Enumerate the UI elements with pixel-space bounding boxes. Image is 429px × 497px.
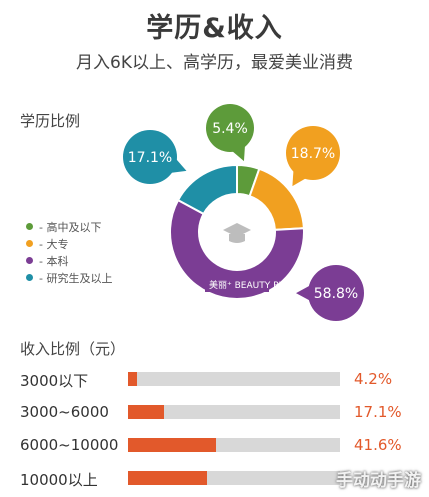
- slice-value-label: 18.7%: [291, 146, 335, 162]
- legend-label: - 本科: [39, 254, 69, 268]
- bar-track: [128, 372, 340, 386]
- income-bar-row: 10000以上: [0, 463, 429, 495]
- pie-slice: [176, 163, 238, 216]
- education-section-label: 学历比例: [20, 112, 81, 130]
- bar-category-label: 3000~6000: [20, 403, 109, 421]
- income-section-label: 收入比例（元）: [20, 340, 126, 358]
- education-donut-chart: 美丽⁺ BEAUTY PLUS 5.4% 18.7% 58.8% 17.1%: [123, 104, 364, 321]
- legend-item: - 大专: [26, 235, 112, 252]
- legend-marker: [26, 274, 33, 281]
- income-bar-row: 3000以下 4.2%: [0, 364, 429, 396]
- bar-value-label: 4.2%: [354, 370, 393, 388]
- bar-category-label: 6000~10000: [20, 436, 119, 454]
- legend-item: - 本科: [26, 252, 112, 269]
- bar: [128, 372, 137, 386]
- slice-value-label: 58.8%: [314, 286, 358, 302]
- brand-logo-text: 美丽⁺ BEAUTY PLUS: [209, 279, 296, 291]
- value-bubble: [123, 130, 177, 184]
- bar-track: [128, 471, 340, 485]
- brand-logo-strip: [205, 276, 269, 292]
- bar: [128, 405, 165, 419]
- bar-track: [128, 405, 340, 419]
- bar-category-label: 3000以下: [20, 372, 89, 390]
- education-legend: - 高中及以下 - 大专 - 本科 - 研究生及以上: [26, 218, 112, 286]
- slice-value-label: 5.4%: [212, 121, 248, 137]
- legend-marker: [26, 223, 33, 230]
- value-bubble: [286, 126, 340, 180]
- legend-item: - 研究生及以上: [26, 269, 112, 286]
- value-bubble: [308, 265, 364, 321]
- income-bar-row: 6000~10000 41.6%: [0, 430, 429, 462]
- page-title: 学历&收入: [146, 13, 283, 44]
- bar-value-label: 17.1%: [354, 403, 402, 421]
- graduation-cap-icon: [223, 223, 251, 237]
- bar-value-label: 41.6%: [354, 436, 402, 454]
- legend-marker: [26, 257, 33, 264]
- bar: [128, 471, 207, 485]
- value-bubble: [206, 104, 254, 152]
- pie-slice: [169, 198, 305, 300]
- legend-item: - 高中及以下: [26, 218, 112, 235]
- bar: [128, 438, 217, 452]
- watermark: 手动动手游: [336, 471, 421, 491]
- slice-value-label: 17.1%: [128, 150, 172, 166]
- page-subtitle: 月入6K以上、高学历，最爱美业消费: [76, 53, 353, 73]
- graduation-cap-icon: [229, 234, 245, 243]
- legend-marker: [26, 240, 33, 247]
- legend-label: - 大专: [39, 237, 69, 251]
- legend-label: - 研究生及以上: [39, 271, 113, 285]
- income-bar-row: 3000~6000 17.1%: [0, 397, 429, 429]
- bar-track: [128, 438, 340, 452]
- legend-label: - 高中及以下: [39, 220, 102, 234]
- bar-category-label: 10000以上: [20, 471, 98, 489]
